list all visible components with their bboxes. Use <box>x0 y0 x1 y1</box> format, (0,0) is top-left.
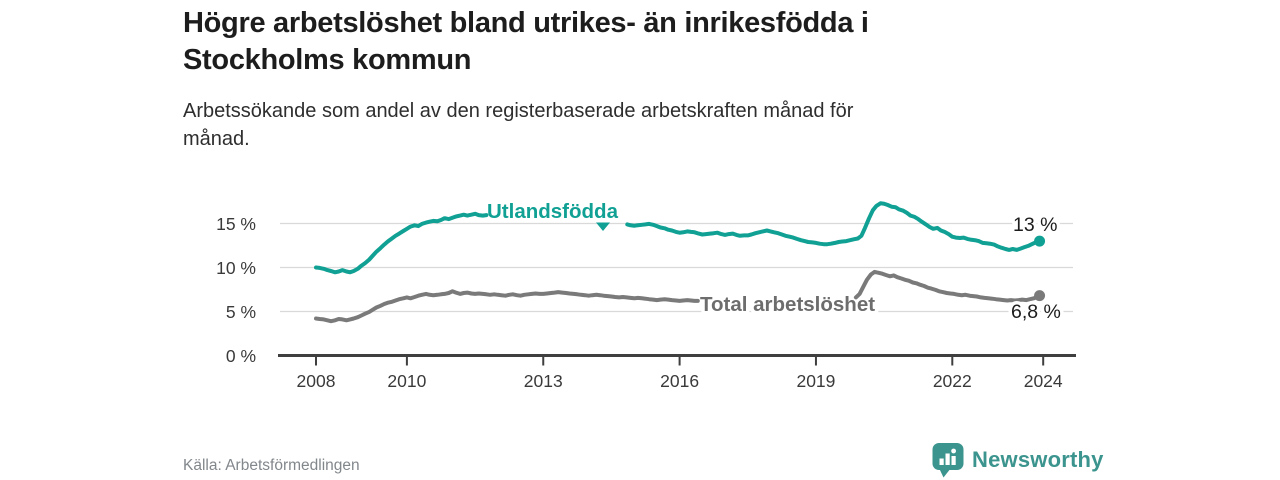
x-axis-label: 2010 <box>387 371 426 391</box>
x-axis-label: 2022 <box>933 371 972 391</box>
source-note: Källa: Arbetsförmedlingen <box>183 457 360 474</box>
y-axis-label: 5 % <box>226 302 256 322</box>
newsworthy-bubble-chart-icon <box>932 443 964 478</box>
x-axis-label: 2008 <box>297 371 336 391</box>
x-axis-label: 2019 <box>796 371 835 391</box>
end-point-dot <box>1034 290 1046 302</box>
series-label-pointer-icon <box>596 222 610 231</box>
series-line-total <box>314 289 700 324</box>
series-label: Total arbetslöshet <box>700 293 875 316</box>
end-point-dot <box>1034 235 1046 247</box>
x-axis-label: 2013 <box>524 371 563 391</box>
y-axis-label: 10 % <box>216 258 256 278</box>
x-axis-label: 2024 <box>1024 371 1063 391</box>
series-line-utlandsfodda <box>314 211 489 275</box>
end-value-label: 6,8 % <box>1011 301 1061 323</box>
chart-subtitle: Arbetssökande som andel av den registerb… <box>183 100 854 150</box>
series-line-total <box>853 269 1042 303</box>
page-title: Högre arbetslöshet bland utrikes- än inr… <box>183 7 869 76</box>
series-line-utlandsfodda <box>625 201 1042 252</box>
x-axis-label: 2016 <box>660 371 699 391</box>
brand-name: Newsworthy <box>972 447 1104 472</box>
end-value-label: 13 % <box>1013 214 1057 236</box>
y-axis-label: 15 % <box>216 214 256 234</box>
brand-logo: Newsworthy <box>931 441 1104 479</box>
y-axis-label: 0 % <box>226 346 256 366</box>
series-label: Utlandsfödda <box>487 200 619 223</box>
